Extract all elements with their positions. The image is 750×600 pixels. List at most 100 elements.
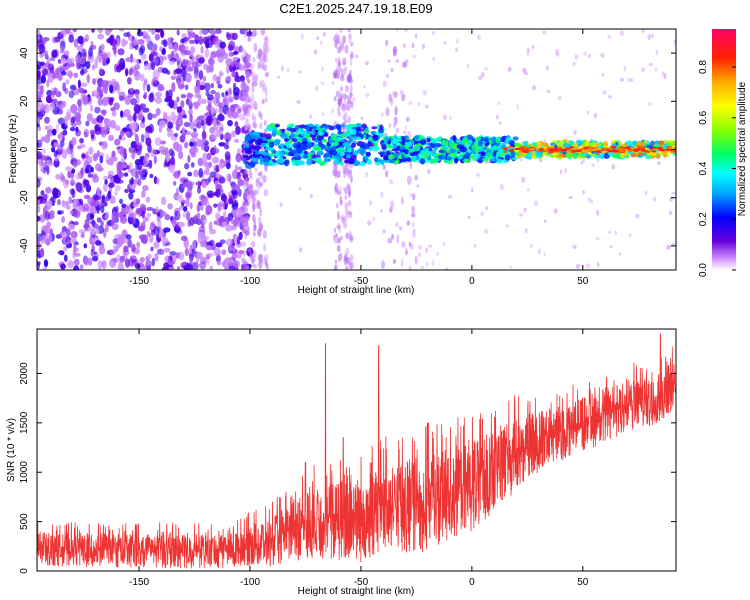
spectrogram-cell: [614, 230, 618, 236]
spectrogram-cell: [313, 146, 322, 152]
spectrogram-cell: [262, 229, 267, 239]
spectrogram-cell: [212, 148, 220, 154]
spectrogram-cell: [57, 250, 65, 256]
spectrogram-cell: [382, 164, 386, 170]
spectrogram-cell: [299, 247, 303, 253]
spectrogram-cell: [237, 179, 245, 187]
spectrogram-cell: [200, 119, 205, 126]
spectrogram-cell: [393, 152, 399, 159]
spectrogram-cell: [124, 95, 131, 105]
spectrogram-cell: [76, 119, 82, 126]
spectrogram-cell: [79, 57, 86, 65]
spectrogram-cell: [252, 192, 256, 202]
spectrogram-cell: [70, 104, 78, 114]
spectrogram-cell: [91, 255, 99, 262]
spectrogram-cell: [109, 119, 117, 129]
spectrogram-cell: [120, 148, 127, 158]
spectrogram-xtick-label: -150: [129, 276, 149, 287]
spectrogram-cell: [307, 137, 312, 143]
spectrogram-cell: [210, 89, 217, 95]
spectrogram-cell: [252, 145, 260, 150]
spectrogram-cell: [120, 157, 126, 164]
spectrogram-cell: [512, 136, 519, 141]
spectrogram-cell: [473, 243, 477, 248]
spectrogram-cell: [238, 94, 243, 101]
spectrogram-cell: [335, 38, 340, 44]
spectrogram-cell: [91, 118, 98, 125]
spectrogram-cell: [364, 61, 369, 66]
spectrogram-cell: [178, 251, 185, 261]
spectrogram-cell: [545, 65, 549, 71]
spectrogram-cell: [203, 112, 210, 118]
spectrogram-cell: [209, 171, 217, 178]
spectrogram-cell: [201, 138, 207, 144]
spectrogram-cell: [251, 134, 258, 140]
spectrogram-cell: [190, 46, 196, 54]
spectrogram-cell: [392, 123, 396, 128]
spectrogram-cell: [207, 161, 213, 169]
spectrogram-cell: [95, 228, 100, 235]
spectrogram-cell: [400, 258, 404, 268]
spectrogram-cell: [612, 146, 617, 149]
spectrogram-cell: [59, 100, 65, 110]
spectrogram-cell: [114, 190, 118, 197]
spectrogram-cell: [90, 206, 97, 215]
spectrogram-cell: [402, 61, 408, 68]
spectrogram-cell: [569, 141, 574, 146]
spectrogram-cell: [176, 106, 183, 113]
spectrogram-cell: [463, 138, 468, 143]
spectrogram-cell: [228, 87, 232, 95]
spectrogram-cell: [242, 249, 247, 257]
spectrogram-cell: [57, 117, 66, 125]
spectrogram-cell: [390, 200, 395, 210]
spectrogram-cell: [618, 141, 623, 145]
spectrogram-cell: [263, 243, 267, 252]
spectrogram-cell: [587, 110, 590, 115]
spectrogram-cell: [437, 154, 446, 160]
spectrogram-cell: [107, 174, 113, 180]
spectrogram-cell: [414, 140, 420, 144]
spectrogram-cell: [163, 227, 171, 233]
spectrogram-cell: [125, 234, 132, 240]
spectrogram-cell: [65, 166, 73, 172]
spectrogram-cell: [333, 186, 337, 191]
spectrogram-cell: [217, 84, 223, 89]
spectrogram-cell: [404, 250, 408, 255]
snr-xtick-label: 50: [577, 577, 589, 588]
spectrogram-cell: [88, 146, 94, 156]
spectrogram-cell: [183, 238, 189, 249]
spectrogram-cell: [442, 241, 446, 247]
spectrogram-cell: [332, 70, 337, 75]
spectrogram-cell: [189, 147, 196, 155]
colorbar-tick-label: 0.2: [698, 212, 709, 226]
spectrogram-cell: [185, 191, 192, 199]
spectrogram-cell: [345, 119, 348, 123]
spectrogram-cell: [218, 102, 223, 109]
spectrogram-cell: [232, 190, 239, 199]
spectrogram-cell: [195, 257, 200, 264]
spectrogram-cell: [184, 84, 189, 91]
spectrogram-cell: [207, 116, 212, 127]
spectrogram-cell: [237, 166, 243, 171]
spectrogram-cell: [640, 29, 646, 34]
spectrogram-cell: [339, 44, 345, 52]
spectrogram-cell: [467, 215, 471, 220]
spectrogram-cell: [139, 265, 147, 270]
spectrogram-cell: [425, 247, 428, 254]
spectrogram-cell: [484, 206, 489, 211]
spectrogram-cell: [37, 151, 43, 160]
spectrogram-cell: [209, 126, 216, 134]
spectrogram-cell: [112, 244, 120, 251]
spectrogram-cell: [47, 63, 55, 71]
spectrogram-cell: [583, 51, 587, 56]
spectrogram-cell: [96, 150, 100, 158]
spectrogram-cell: [246, 109, 251, 118]
spectrogram-cell: [216, 260, 222, 266]
spectrogram-cell: [418, 252, 421, 258]
spectrogram-cell: [269, 122, 276, 129]
spectrogram-cell: [344, 44, 349, 54]
spectrogram-cell: [212, 118, 217, 128]
spectrogram-cell: [154, 97, 163, 104]
spectrogram-cell: [666, 146, 673, 149]
spectrogram-cell: [69, 126, 76, 132]
